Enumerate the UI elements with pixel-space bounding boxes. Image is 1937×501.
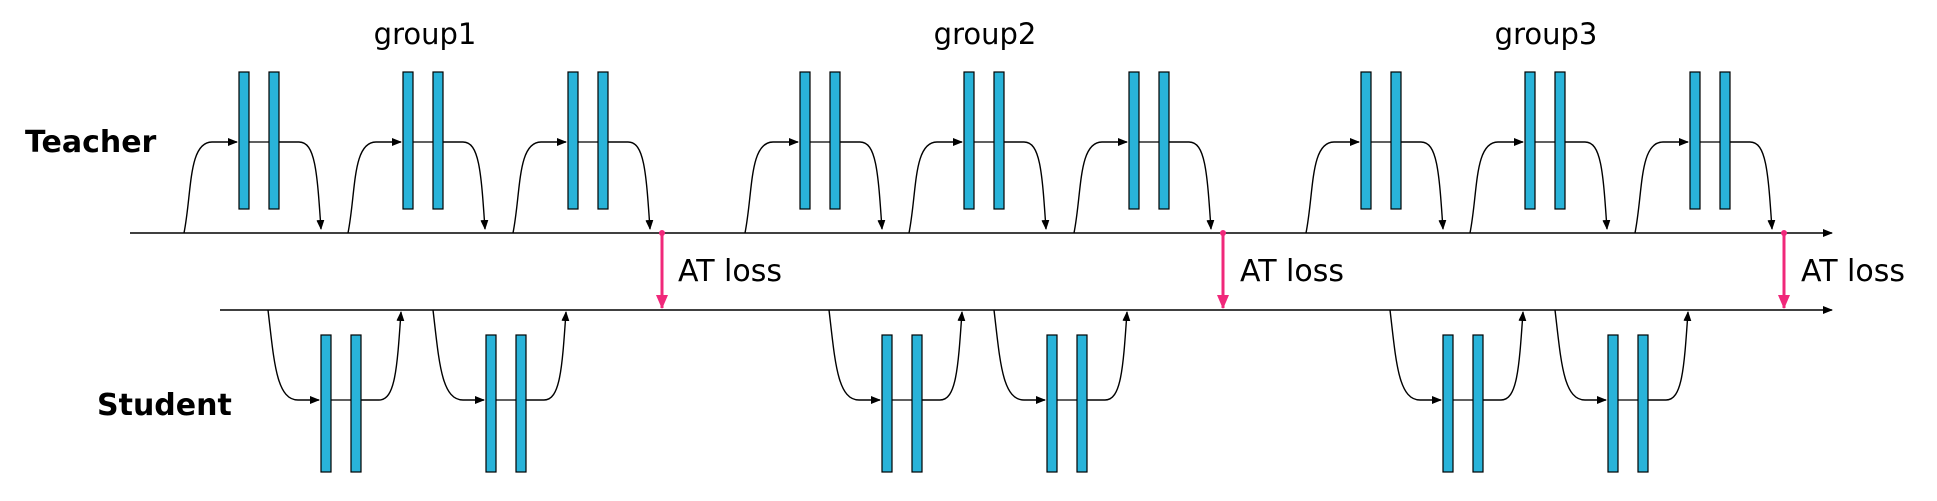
student-input-curve [1554,309,1607,404]
teacher-block-g2-b3 [1073,71,1215,234]
teacher-layer-bar [567,71,579,210]
student-output-curve [922,311,966,401]
teacher-layer-bar [1719,71,1731,210]
student-layer-bar [1637,334,1649,473]
teacher-block-g3-b1 [1305,71,1447,234]
teacher-input-curve [1073,138,1128,234]
at-loss-arrow-3 [1778,230,1790,309]
student-block-g1-b1 [267,309,405,473]
teacher-layer-bar [799,71,811,210]
student-output-curve [1483,311,1527,401]
teacher-input-curve [908,138,963,234]
student-block-g2-b1 [828,309,966,473]
teacher-block-g1-b1 [183,71,325,234]
teacher-layer-bar [1360,71,1372,210]
teacher-input-curve [1305,138,1360,234]
teacher-block-g1-b3 [512,71,654,234]
student-output-curve [1648,311,1692,401]
student-input-curve [828,309,881,404]
teacher-input-curve [744,138,799,234]
group-label-2: group2 [934,17,1037,51]
student-input-curve [432,309,485,404]
teacher-layer-bar [268,71,280,210]
student-input-curve [1389,309,1442,404]
loss-arrows [656,230,1790,309]
at-loss-arrow-2 [1217,230,1229,309]
student-output-curve [1087,311,1131,401]
student-block-g3-b2 [1554,309,1692,473]
student-layer-bar [1442,334,1454,473]
teacher-label: Teacher [25,125,157,160]
teacher-output-curve [1169,141,1215,230]
student-input-curve [267,309,320,404]
teacher-layer-bar [993,71,1005,210]
teacher-block-g2-b2 [908,71,1050,234]
group-label-3: group3 [1495,17,1598,51]
student-output-curve [526,311,570,401]
student-layer-bar [1472,334,1484,473]
teacher-layer-bar [1158,71,1170,210]
student-label: Student [97,388,232,423]
teacher-output-curve [608,141,654,230]
teacher-layer-bar [432,71,444,210]
student-layer-bar [1076,334,1088,473]
teacher-layer-bar [829,71,841,210]
teacher-layer-bar [1689,71,1701,210]
teacher-blocks [183,71,1776,234]
student-layer-bar [1607,334,1619,473]
at-loss-label-3: AT loss [1801,254,1905,289]
teacher-output-curve [1565,141,1611,230]
teacher-layer-bar [1524,71,1536,210]
student-block-g3-b1 [1389,309,1527,473]
student-layer-bar [485,334,497,473]
student-layer-bar [911,334,923,473]
teacher-layer-bar [402,71,414,210]
teacher-input-curve [183,138,238,234]
student-layer-bar [515,334,527,473]
teacher-output-curve [279,141,325,230]
teacher-input-curve [1634,138,1689,234]
at-loss-label-1: AT loss [678,254,782,289]
student-layer-bar [881,334,893,473]
group-label-1: group1 [374,17,477,51]
teacher-input-curve [347,138,402,234]
teacher-output-curve [1401,141,1447,230]
teacher-output-curve [840,141,886,230]
student-input-curve [993,309,1046,404]
teacher-layer-bar [238,71,250,210]
teacher-input-curve [512,138,567,234]
teacher-block-g3-b3 [1634,71,1776,234]
student-block-g2-b2 [993,309,1131,473]
student-block-g1-b2 [432,309,570,473]
student-layer-bar [350,334,362,473]
teacher-layer-bar [1554,71,1566,210]
teacher-layer-bar [1390,71,1402,210]
teacher-layer-bar [963,71,975,210]
teacher-block-g1-b2 [347,71,489,234]
teacher-block-g3-b2 [1469,71,1611,234]
at-loss-arrow-1 [656,230,668,309]
teacher-block-g2-b1 [744,71,886,234]
teacher-output-curve [443,141,489,230]
student-layer-bar [320,334,332,473]
teacher-input-curve [1469,138,1524,234]
teacher-output-curve [1004,141,1050,230]
at-loss-label-2: AT loss [1240,254,1344,289]
teacher-output-curve [1730,141,1776,230]
teacher-layer-bar [597,71,609,210]
student-layer-bar [1046,334,1058,473]
student-output-curve [361,311,405,401]
teacher-layer-bar [1128,71,1140,210]
student-blocks [267,309,1692,473]
